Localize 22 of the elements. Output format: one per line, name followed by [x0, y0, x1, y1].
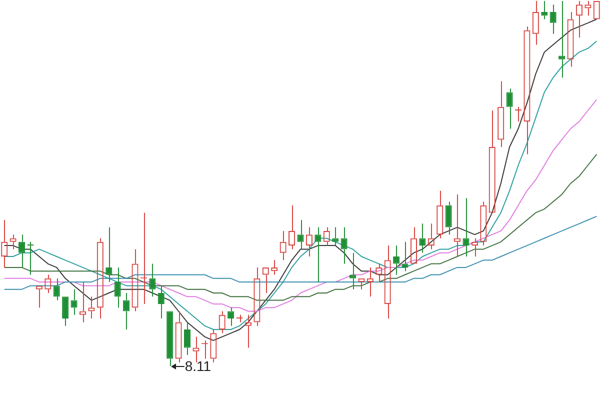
candlestick [340, 226, 348, 264]
candlestick [550, 4, 556, 34]
candlestick [445, 201, 452, 236]
candlestick [297, 220, 304, 250]
candlestick [541, 0, 548, 20]
candlestick [314, 226, 322, 283]
annotation: 8.11 [184, 358, 212, 374]
candlestick [53, 278, 60, 301]
candlestick [166, 311, 174, 366]
candlestick [62, 296, 69, 326]
candlestick [506, 88, 513, 130]
candlestick [158, 285, 164, 320]
candlestick [332, 226, 339, 246]
candlestick [349, 252, 356, 290]
candlestick [184, 322, 191, 356]
candlestick [70, 288, 78, 316]
candlestick [114, 266, 121, 308]
candlestick [18, 234, 26, 268]
candlestick [558, 0, 566, 78]
candlestick [149, 263, 156, 298]
candlestick [123, 292, 130, 330]
candlestick [402, 241, 408, 272]
